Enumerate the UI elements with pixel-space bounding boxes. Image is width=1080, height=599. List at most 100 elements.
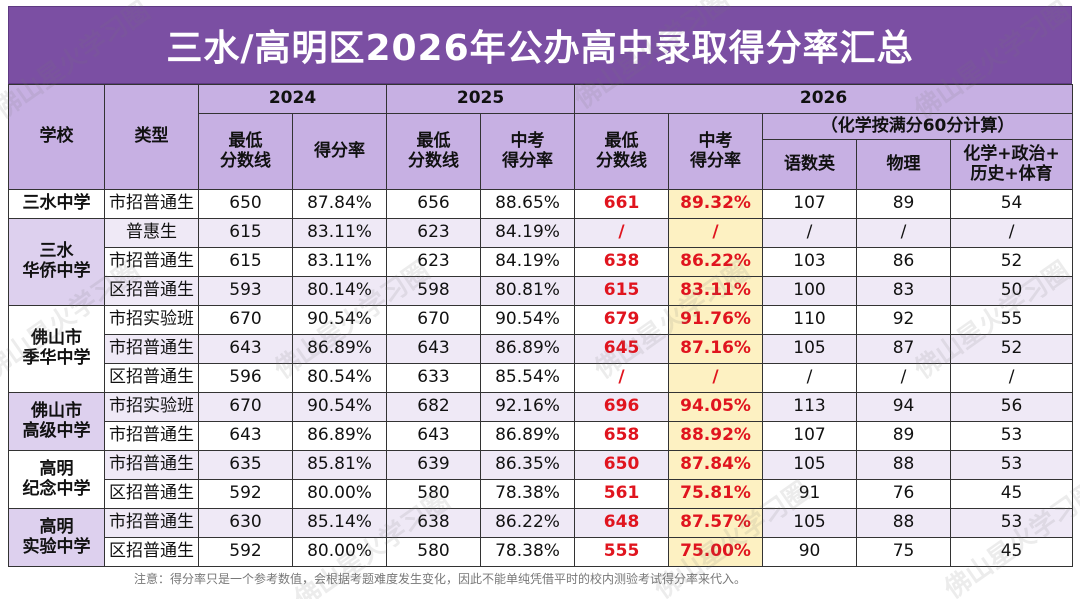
min-score-2025: 670 [386,305,482,335]
wuli-score: 88 [856,508,952,538]
table-row: 市招普通生 643 86.89% 643 86.89% 658 88.92% 107 89 53 [9,421,1074,451]
header-type: 类型 [104,84,199,190]
zk-rate-2026: 86.22% [668,247,764,277]
wuli-score: 89 [856,189,952,219]
zk-rate-2026: 87.57% [668,508,764,538]
min-score-2024: 670 [198,392,293,422]
zk-rate-2025: 86.35% [480,450,576,480]
huaxue-etc-score: / [950,218,1074,248]
school-name: 三水 华侨中学 [8,218,105,306]
yushuying-score: 103 [762,247,858,277]
yushuying-score: 91 [762,479,858,509]
type-cell: 市招普通生 [104,334,199,364]
min-score-2025: 580 [386,479,482,509]
yushuying-score: 100 [762,276,858,306]
table-row: 市招普通生 643 86.89% 643 86.89% 645 87.16% 105 87 52 [9,334,1074,364]
zk-rate-2025: 78.38% [480,479,576,509]
zk-rate-2026: 94.05% [668,392,764,422]
type-cell: 市招普通生 [104,247,199,277]
rate-2024: 80.54% [291,363,388,393]
min-score-2024: 596 [198,363,293,393]
min-score-2026: 561 [574,479,670,509]
min-score-2026: 658 [574,421,670,451]
wuli-score: 83 [856,276,952,306]
header-min-score-2025: 最低 分数线 [386,113,482,190]
rate-2024: 85.81% [291,450,388,480]
min-score-2026: 645 [574,334,670,364]
admission-score-table: 学校 类型 2024 2025 2026 最低 分数线 得分率 最低 分数线 中… [8,84,1074,567]
yushuying-score: 107 [762,421,858,451]
type-cell: 区招普通生 [104,479,199,509]
zk-rate-2025: 78.38% [480,537,576,567]
zk-rate-2026: 87.16% [668,334,764,364]
huaxue-etc-score: 53 [950,508,1074,538]
rate-2024: 80.00% [291,537,388,567]
zk-rate-2025: 88.65% [480,189,576,219]
school-name: 高明 实验中学 [8,508,105,567]
header-zk-rate-2026: 中考 得分率 [668,113,764,190]
type-cell: 市招实验班 [104,305,199,335]
zk-rate-2025: 86.22% [480,508,576,538]
min-score-2025: 643 [386,421,482,451]
type-cell: 区招普通生 [104,276,199,306]
header-zk-rate-2025: 中考 得分率 [480,113,576,190]
table-row: 高明 纪念中学 市招普通生 635 85.81% 639 86.35% 650 87.84% 1… [8,450,1074,509]
min-score-2024: 615 [198,218,293,248]
wuli-score: 75 [856,537,952,567]
header-year-2026: 2026 [574,84,1074,114]
min-score-2025: 623 [386,218,482,248]
min-score-2025: 598 [386,276,482,306]
zk-rate-2026: 87.84% [668,450,764,480]
rate-2024: 80.00% [291,479,388,509]
min-score-2026: 615 [574,276,670,306]
wuli-score: 76 [856,479,952,509]
rate-2024: 83.11% [291,247,388,277]
min-score-2026: 679 [574,305,670,335]
type-cell: 市招普通生 [104,189,199,219]
min-score-2026: / [574,363,670,393]
yushuying-score: 105 [762,450,858,480]
min-score-2024: 593 [198,276,293,306]
yushuying-score: / [762,363,858,393]
table-row: 区招普通生 593 80.14% 598 80.81% 615 83.11% 100 83 50 [9,276,1074,306]
huaxue-etc-score: 54 [950,189,1074,219]
min-score-2025: 580 [386,537,482,567]
min-score-2026: 648 [574,508,670,538]
table-row: 区招普通生 592 80.00% 580 78.38% 561 75.81% 91 76 45 [9,479,1074,509]
header-year-2024: 2024 [197,84,388,114]
min-score-2024: 615 [198,247,293,277]
huaxue-etc-score: 55 [950,305,1074,335]
table-row: 市招普通生 615 83.11% 623 84.19% 638 86.22% 103 86 52 [9,247,1074,277]
zk-rate-2026: 75.00% [668,537,764,567]
wuli-score: 87 [856,334,952,364]
rate-2024: 83.11% [291,218,388,248]
rate-2024: 86.89% [291,421,388,451]
zk-rate-2026: / [668,218,764,248]
huaxue-etc-score: 50 [950,276,1074,306]
min-score-2024: 670 [198,305,293,335]
header-yushuying: 语数英 [762,139,858,190]
zk-rate-2025: 92.16% [480,392,576,422]
zk-rate-2025: 80.81% [480,276,576,306]
min-score-2024: 630 [198,508,293,538]
type-cell: 区招普通生 [104,363,199,393]
table-row: 三水 华侨中学 普惠生 615 83.11% 623 84.19% / / / / / [8,218,1074,306]
rate-2024: 90.54% [291,392,388,422]
min-score-2025: 639 [386,450,482,480]
rate-2024: 86.89% [291,334,388,364]
wuli-score: 86 [856,247,952,277]
rate-2024: 80.14% [291,276,388,306]
header-wuli: 物理 [856,139,952,190]
huaxue-etc-score: 53 [950,421,1074,451]
rate-2024: 90.54% [291,305,388,335]
school-name: 佛山市 高级中学 [8,392,105,451]
huaxue-etc-score: 45 [950,537,1074,567]
header-huaxue-etc: 化学+政治+ 历史+体育 [950,139,1074,190]
yushuying-score: 110 [762,305,858,335]
school-name: 高明 纪念中学 [8,450,105,509]
zk-rate-2026: 83.11% [668,276,764,306]
min-score-2026: 650 [574,450,670,480]
zk-rate-2025: 84.19% [480,247,576,277]
footnote: 注意：得分率只是一个参考数值，会根据考题难度发生变化，因此不能单纯凭借平时的校内… [134,572,747,586]
type-cell: 区招普通生 [104,537,199,567]
